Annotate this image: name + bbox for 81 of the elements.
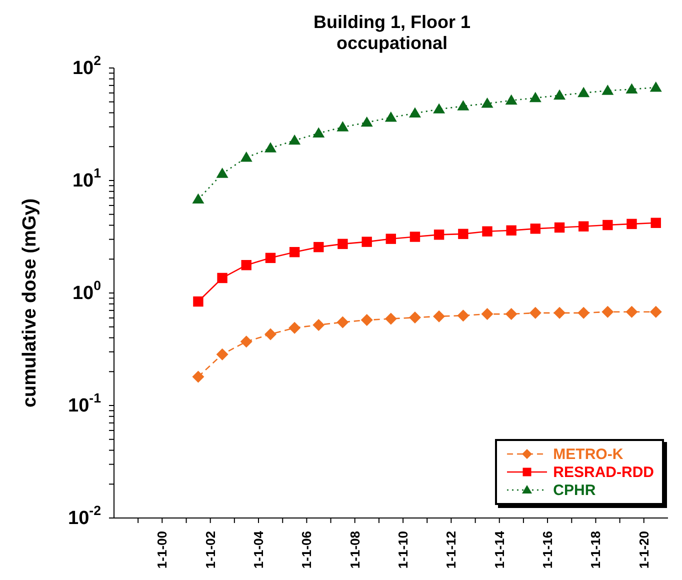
- x-tick-label: 1-1-10: [396, 531, 411, 569]
- point: [264, 328, 276, 340]
- point: [216, 348, 228, 360]
- point: [264, 142, 276, 152]
- point: [288, 322, 301, 334]
- point: [602, 84, 614, 95]
- x-tick-label: 1-1-08: [347, 531, 362, 569]
- y-tick-label: 10$^{0}$: [72, 278, 101, 304]
- x-tick-label: 1-1-06: [299, 531, 314, 569]
- chart-title: Building 1, Floor 1 occupational: [314, 12, 470, 53]
- point: [554, 89, 566, 100]
- point: [240, 152, 252, 162]
- point: [457, 310, 470, 322]
- legend-label: RESRAD-RDD: [553, 464, 654, 480]
- y-tick-label: 10$^{-2}$: [68, 503, 101, 528]
- point: [457, 100, 470, 110]
- x-tick-label: 1-1-04: [250, 530, 266, 569]
- point: [386, 234, 396, 244]
- point: [312, 318, 325, 331]
- point: [216, 168, 228, 178]
- point: [192, 370, 204, 383]
- y-axis-title: cumulative dose (mGy): [20, 198, 40, 408]
- legend-label: METRO-K: [553, 446, 624, 462]
- point: [626, 218, 637, 230]
- point: [578, 306, 590, 319]
- x-tick-label: 1-1-00: [154, 531, 170, 569]
- point: [265, 252, 276, 264]
- point: [458, 228, 468, 240]
- point: [650, 218, 661, 228]
- x-tick-label: 1-1-20: [636, 531, 652, 569]
- point: [554, 222, 565, 233]
- point: [481, 308, 494, 320]
- point: [529, 92, 542, 102]
- x-tick-label: 1-1-02: [202, 531, 218, 569]
- point: [240, 336, 252, 348]
- point: [554, 306, 566, 319]
- point: [505, 94, 518, 105]
- point: [433, 310, 446, 322]
- point: [505, 308, 518, 320]
- point: [217, 272, 228, 284]
- x-tick-label: 1-1-16: [540, 531, 556, 569]
- point: [626, 306, 638, 318]
- y-tick-label: 10$^{1}$: [72, 166, 102, 191]
- x-tick-label: 1-1-12: [444, 531, 459, 569]
- point: [336, 121, 349, 132]
- y-tick-label: 10$^{-1}$: [68, 390, 102, 416]
- point: [578, 221, 589, 232]
- point: [602, 306, 614, 318]
- point: [384, 312, 397, 325]
- point: [314, 242, 324, 252]
- point: [360, 314, 373, 326]
- x-tick-label: 1-1-14: [492, 530, 507, 569]
- point: [408, 312, 421, 324]
- point: [193, 296, 204, 307]
- point: [626, 83, 638, 94]
- point: [602, 220, 613, 230]
- point: [338, 238, 348, 250]
- point: [506, 225, 516, 236]
- point: [384, 112, 397, 122]
- point: [312, 127, 325, 138]
- y-tick-label: 10$^{2}$: [72, 53, 101, 78]
- point: [336, 316, 349, 328]
- point: [410, 232, 420, 242]
- point: [481, 98, 494, 108]
- point: [192, 193, 204, 204]
- point: [482, 226, 492, 236]
- point: [650, 306, 662, 318]
- legend-label: CPHR: [553, 482, 596, 498]
- point: [578, 86, 590, 98]
- point: [529, 306, 542, 319]
- point: [289, 246, 300, 258]
- x-tick-label: 1-1-18: [588, 531, 604, 569]
- point: [434, 230, 444, 240]
- point: [408, 107, 421, 118]
- point: [362, 236, 372, 247]
- point: [650, 81, 662, 92]
- point: [360, 116, 373, 127]
- point: [530, 224, 540, 234]
- point: [288, 134, 301, 145]
- point: [241, 260, 252, 270]
- point: [433, 103, 446, 114]
